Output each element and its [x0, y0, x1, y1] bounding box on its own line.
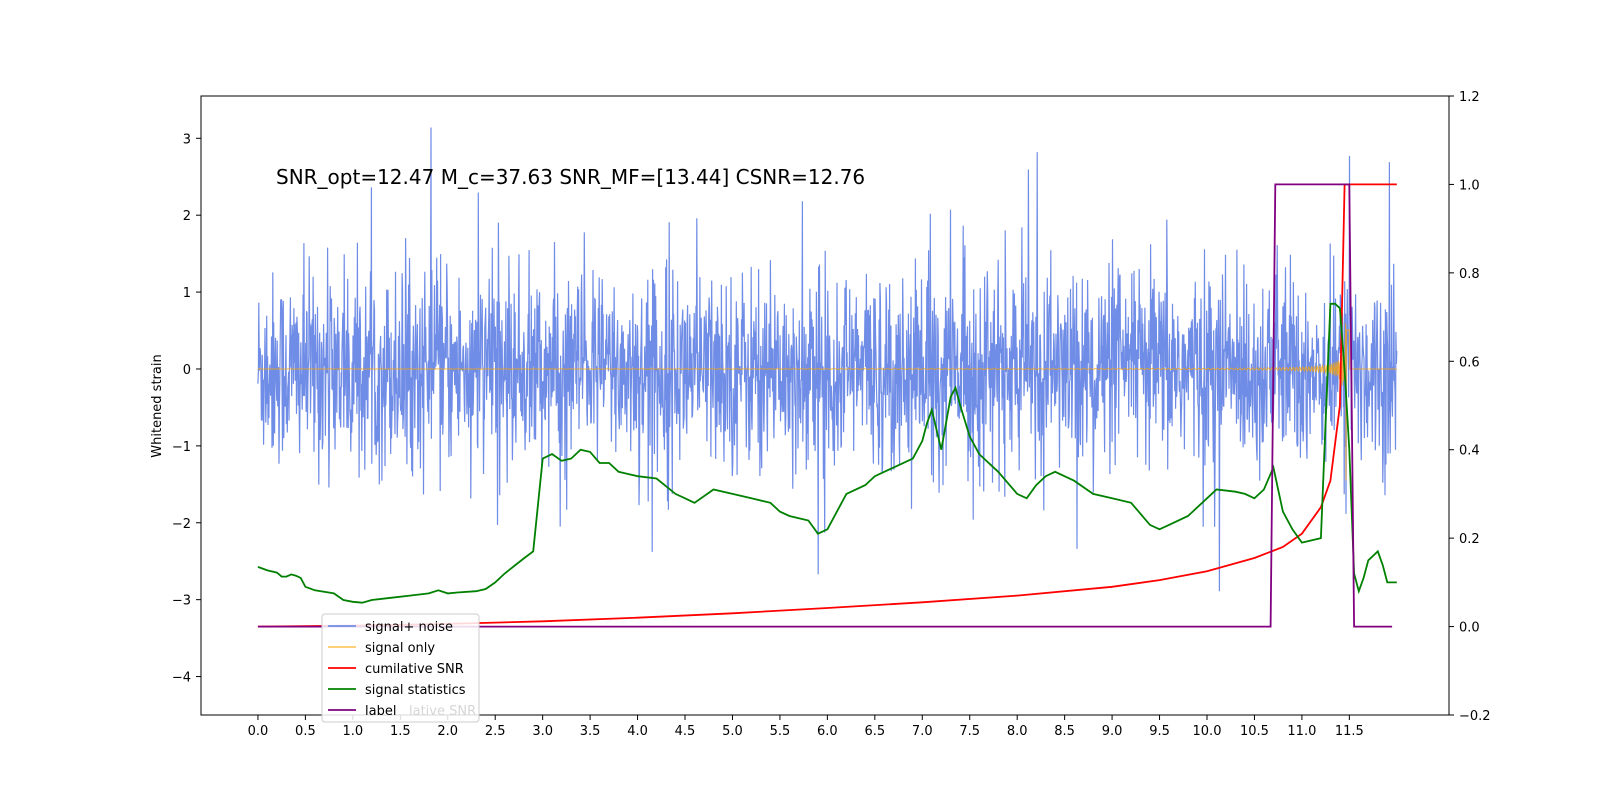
y-tick-label: 3	[183, 132, 191, 147]
x-tick-label: 11.5	[1335, 724, 1364, 739]
y-tick-label: −4	[172, 671, 191, 686]
y-tick-label: −1	[172, 440, 191, 455]
x-tick-label: 7.0	[912, 724, 933, 739]
y-tick-label: 2	[183, 209, 191, 224]
y2-tick-label: 0.2	[1459, 532, 1480, 547]
x-tick-label: 0.0	[248, 724, 269, 739]
x-tick-label: 5.5	[770, 724, 791, 739]
cumulative-snr-line	[257, 183, 1397, 628]
legend-entry: signal statistics	[365, 683, 466, 698]
x-tick-label: 8.0	[1007, 724, 1028, 739]
y-tick-label: −2	[172, 517, 191, 532]
legend-entry: signal+ noise	[365, 620, 453, 635]
label-line	[257, 183, 1393, 628]
y2-tick-label: 0.8	[1459, 267, 1480, 282]
signal-only-line	[257, 323, 1397, 481]
x-tick-label: 10.0	[1193, 724, 1222, 739]
noise-series	[257, 127, 1398, 592]
y2-tick-label: 0.0	[1459, 621, 1480, 636]
y-tick-label: 1	[183, 286, 191, 301]
x-tick-label: 3.0	[532, 724, 553, 739]
y2-axis: 1.2 1.0 0.8 0.6 0.4 0.2 0.0 −0.2	[1449, 90, 1491, 724]
x-axis: 0.0 0.5 1.0 1.5 2.0 2.5 3.0 3.5 4.0 4.5 5.0 5.5 6.0 6…	[248, 715, 1364, 739]
x-tick-label: 1.0	[343, 724, 364, 739]
plot-frame	[200, 95, 1450, 716]
y-tick-label: 0	[183, 363, 191, 378]
y-axis: 3 2 1 0 −1 −2 −3 −4	[172, 132, 201, 686]
signal-noise-line	[257, 127, 1398, 592]
x-tick-label: 0.5	[295, 724, 316, 739]
x-tick-label: 2.5	[485, 724, 506, 739]
x-tick-label: 11.0	[1287, 724, 1316, 739]
y2-tick-label: −0.2	[1459, 709, 1491, 724]
x-tick-label: 2.0	[437, 724, 458, 739]
y2-tick-label: 0.6	[1459, 355, 1480, 370]
chart-annotation: SNR_opt=12.47 M_c=37.63 SNR_MF=[13.44] C…	[276, 165, 865, 189]
x-tick-label: 3.5	[580, 724, 601, 739]
x-tick-label: 4.5	[675, 724, 696, 739]
x-tick-label: 8.5	[1054, 724, 1075, 739]
y2-tick-label: 1.0	[1459, 178, 1480, 193]
legend-ghost-text: lative SNR	[409, 704, 476, 719]
x-tick-label: 7.5	[959, 724, 980, 739]
x-tick-label: 9.0	[1102, 724, 1123, 739]
y2-tick-label: 1.2	[1459, 90, 1480, 105]
x-tick-label: 6.5	[864, 724, 885, 739]
signal-statistics-line	[257, 302, 1397, 604]
signal-only-series	[257, 323, 1397, 481]
x-tick-label: 6.0	[817, 724, 838, 739]
legend-entry: signal only	[365, 641, 435, 656]
overlay-series	[257, 183, 1397, 628]
x-tick-label: 1.5	[390, 724, 411, 739]
x-tick-label: 4.0	[627, 724, 648, 739]
legend-box	[321, 613, 480, 723]
x-tick-label: 9.5	[1149, 724, 1170, 739]
legend-entry: cumilative SNR	[365, 662, 464, 677]
legend-entry: label	[365, 704, 396, 719]
x-tick-label: 10.5	[1240, 724, 1269, 739]
y-axis-title: Whitened strain	[150, 354, 165, 457]
x-tick-label: 5.0	[722, 724, 743, 739]
y-tick-label: −3	[172, 594, 191, 609]
legend: lative SNR signal+ noise signal only cumila…	[321, 613, 480, 723]
y2-tick-label: 0.4	[1459, 444, 1480, 459]
